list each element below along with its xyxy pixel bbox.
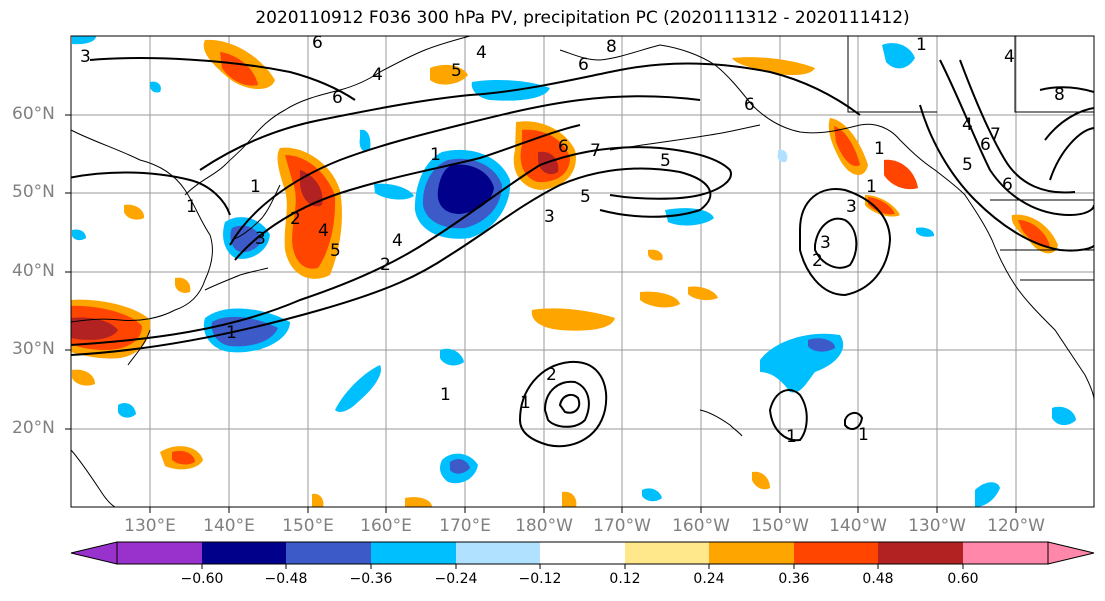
colorbar-tick-label: −0.12	[518, 571, 562, 587]
contour-label: 4	[318, 221, 329, 241]
contour-label: 6	[332, 88, 343, 108]
lat-label: 30°N	[12, 339, 55, 359]
colorbar-tick-label: 0.60	[947, 571, 979, 587]
lon-label: 170°E	[439, 516, 491, 536]
contour-label: 3	[80, 47, 91, 67]
lat-label: 50°N	[12, 182, 55, 202]
colorbar-bin	[540, 542, 625, 564]
colorbar-tick-label: −0.48	[264, 571, 308, 587]
contour-label: 1	[440, 385, 451, 405]
lat-label: 40°N	[12, 261, 55, 281]
contour-label: 4	[962, 115, 973, 135]
colorbar-tick-label: −0.36	[349, 571, 393, 587]
lon-label: 140°W	[829, 516, 887, 536]
coastlines	[71, 36, 1094, 507]
lon-label: 130°E	[124, 516, 176, 536]
contour-label: 6	[980, 135, 991, 155]
colorbar-bin	[878, 542, 963, 564]
colorbar	[70, 541, 1095, 569]
colorbar-bin	[286, 542, 371, 564]
contour-label: 2	[290, 209, 301, 229]
contour-label: 1	[786, 427, 797, 447]
contour-label: 2	[380, 255, 391, 275]
contour-label: 8	[606, 37, 617, 57]
contour-label: 3	[846, 197, 857, 217]
colorbar-tick-label: 0.36	[778, 571, 810, 587]
colorbar-bin	[456, 542, 540, 564]
map-title: 2020110912 F036 300 hPa PV, precipitatio…	[255, 8, 910, 28]
colorbar-bin	[963, 542, 1048, 564]
contour-label: 1	[520, 393, 531, 413]
map-ticks	[65, 114, 1017, 513]
lat-label: 60°N	[12, 104, 55, 124]
contour-label: 4	[476, 43, 487, 63]
contour-label: 5	[580, 187, 591, 207]
colorbar-tick-label: 0.12	[609, 571, 641, 587]
contour-label: 3	[544, 207, 555, 227]
contour-label: 1	[186, 197, 197, 217]
lon-label: 180°W	[515, 516, 573, 536]
lon-label: 170°W	[593, 516, 651, 536]
colorbar-tick-label: 0.48	[862, 571, 894, 587]
lon-label: 160°W	[672, 516, 730, 536]
contour-label: 1	[430, 145, 441, 165]
contour-label: 6	[744, 95, 755, 115]
colorbar-bin	[709, 542, 794, 564]
contour-label: 4	[392, 231, 403, 251]
colorbar-extend-high	[1047, 541, 1095, 565]
contour-label: 6	[558, 137, 569, 157]
contour-label: 5	[660, 151, 671, 171]
contour-label: 3	[820, 233, 831, 253]
contour-label: 5	[330, 241, 341, 261]
contour-label: 1	[226, 323, 237, 343]
contour-label: 1	[858, 425, 869, 445]
contour-label: 8	[1054, 85, 1065, 105]
contour-label: 1	[916, 35, 927, 55]
colorbar-bin	[625, 542, 709, 564]
colorbar-bin	[794, 542, 878, 564]
colorbar-tick-label: −0.60	[180, 571, 224, 587]
pv-contours	[71, 57, 1094, 448]
contour-label: 4	[372, 65, 383, 85]
contour-label: 2	[812, 251, 823, 271]
lon-label: 130°W	[908, 516, 966, 536]
contour-labels: 3 6 4 8 6 5 4 6 1 1 2 4 5 3 2 1 6 7 3 5 …	[80, 33, 1065, 447]
colorbar-bin	[117, 542, 202, 564]
lon-label: 150°W	[751, 516, 809, 536]
contour-label: 6	[578, 55, 589, 75]
colorbar-extend-low	[70, 541, 118, 565]
contour-label: 2	[546, 365, 557, 385]
contour-label: 3	[255, 229, 266, 249]
lon-label: 160°E	[360, 516, 412, 536]
contour-label: 6	[1002, 175, 1013, 195]
contour-label: 7	[990, 125, 1001, 145]
contour-label: 7	[590, 141, 601, 161]
contour-label: 1	[866, 177, 877, 197]
contour-label: 1	[874, 139, 885, 159]
contour-label: 4	[1004, 47, 1015, 67]
lon-label: 150°E	[282, 516, 334, 536]
colorbar-tick-label: −0.24	[434, 571, 478, 587]
contour-label: 6	[312, 33, 323, 53]
colorbar-bin	[202, 542, 286, 564]
lon-label: 120°W	[987, 516, 1045, 536]
contour-label: 5	[451, 61, 462, 81]
colorbar-tick-label: 0.24	[693, 571, 725, 587]
lat-label: 20°N	[12, 418, 55, 438]
colorbar-bin	[371, 542, 456, 564]
contour-label: 1	[250, 177, 261, 197]
contour-label: 5	[962, 155, 973, 175]
lon-label: 140°E	[203, 516, 255, 536]
